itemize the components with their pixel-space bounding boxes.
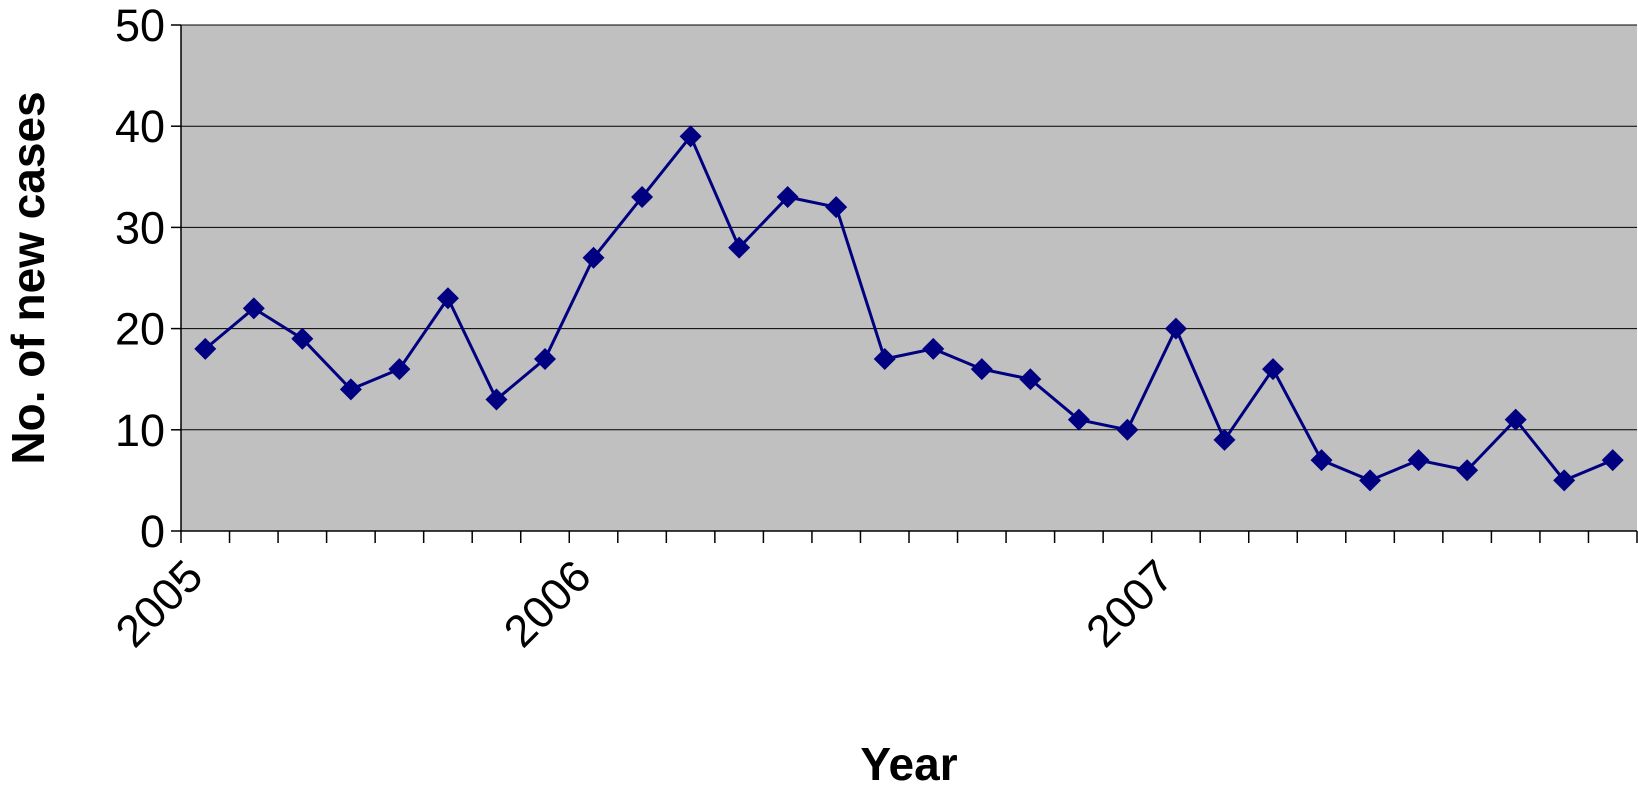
data-point-marker bbox=[1359, 469, 1382, 492]
data-point-marker bbox=[291, 327, 314, 350]
axes bbox=[171, 24, 1638, 543]
data-point-marker bbox=[825, 196, 848, 219]
data-point-marker bbox=[776, 186, 799, 209]
data-point-marker bbox=[194, 337, 217, 360]
data-point-marker bbox=[242, 297, 265, 320]
data-point-marker bbox=[1310, 449, 1333, 472]
x-tick-label: 2007 bbox=[1076, 550, 1183, 657]
data-point-marker bbox=[728, 236, 751, 259]
y-tick-label: 30 bbox=[115, 202, 165, 253]
y-tick-label: 20 bbox=[115, 304, 165, 355]
series-line bbox=[204, 133, 1614, 483]
data-point-marker bbox=[873, 347, 896, 370]
data-point-marker bbox=[534, 347, 556, 370]
y-tick-labels: 0 10 20 30 40 50 bbox=[115, 0, 165, 557]
y-tick-label: 0 bbox=[140, 506, 165, 557]
data-point-marker bbox=[679, 125, 702, 148]
x-tick-label: 2005 bbox=[105, 550, 212, 657]
data-point-marker bbox=[485, 388, 508, 411]
data-point-marker bbox=[1262, 358, 1284, 381]
data-point-marker bbox=[1504, 408, 1527, 431]
data-point-marker bbox=[1456, 459, 1479, 482]
data-point-marker bbox=[1601, 449, 1624, 472]
data-point-marker bbox=[1164, 317, 1187, 340]
data-point-marker bbox=[1553, 469, 1576, 492]
data-point-marker bbox=[339, 378, 362, 401]
x-axis-title: Year bbox=[860, 738, 957, 790]
gridlines bbox=[181, 24, 1637, 431]
y-axis-title: No. of new cases bbox=[2, 91, 54, 464]
series-group bbox=[194, 125, 1624, 492]
data-point-marker bbox=[436, 287, 459, 310]
data-point-marker bbox=[582, 246, 605, 269]
data-point-marker bbox=[1407, 449, 1430, 472]
data-point-marker bbox=[631, 186, 654, 209]
data-point-marker bbox=[1116, 418, 1139, 441]
data-point-marker bbox=[1067, 408, 1090, 431]
y-tick-label: 10 bbox=[115, 405, 165, 456]
y-tick-label: 50 bbox=[115, 0, 165, 51]
plot-area bbox=[181, 25, 1637, 531]
x-tick-labels: 2005 2006 2007 bbox=[105, 550, 1183, 657]
data-point-marker bbox=[388, 358, 411, 381]
y-tick-label: 40 bbox=[115, 101, 165, 152]
data-point-marker bbox=[1019, 368, 1042, 391]
data-point-marker bbox=[922, 337, 945, 360]
data-point-marker bbox=[970, 358, 993, 381]
x-tick-label: 2006 bbox=[494, 550, 601, 657]
data-point-marker bbox=[1213, 428, 1236, 451]
